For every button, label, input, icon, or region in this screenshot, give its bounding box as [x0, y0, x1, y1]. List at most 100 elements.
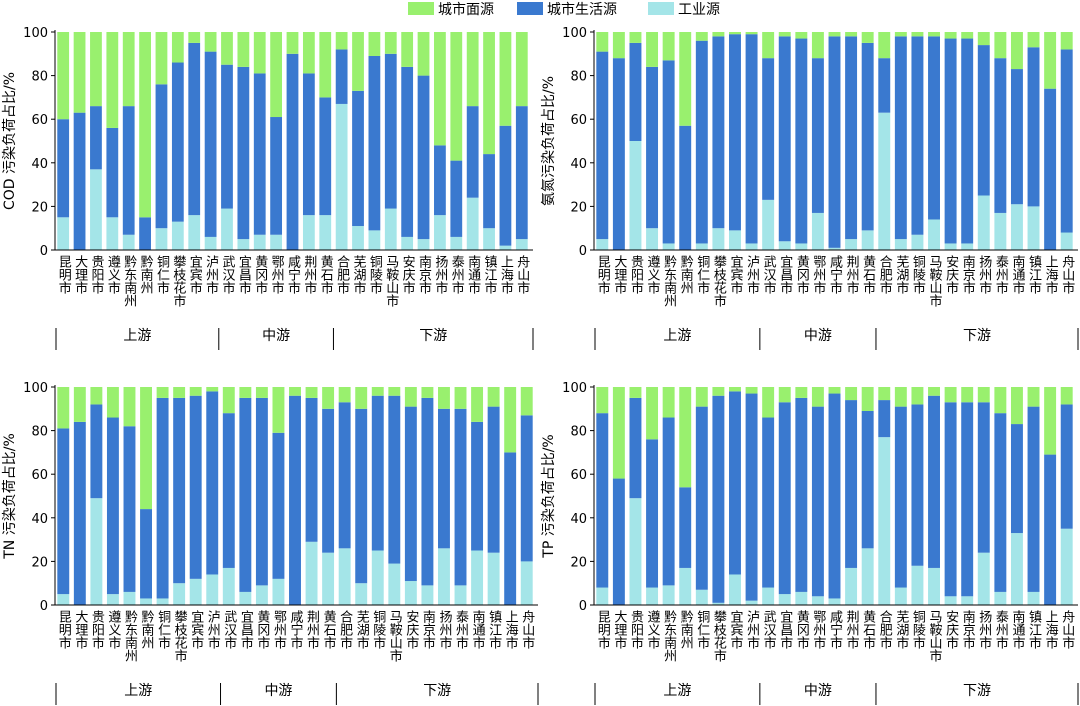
bar-segment — [371, 387, 384, 396]
category-label: 芜湖市 — [354, 610, 370, 649]
bar-segment — [73, 32, 86, 113]
category-label: 镇江市 — [482, 255, 498, 294]
bar-segment — [612, 58, 625, 250]
panels: 昆明市 大理市 贵阳市 遵义市 黔东南州 黔南州 铜仁市 攀枝花市 宜宾市 泸州市 武汉市 宜昌市 黄冈… — [2, 26, 1079, 705]
bar-segment — [646, 587, 659, 605]
bar-segment — [928, 36, 940, 220]
bar-segment — [1060, 404, 1073, 529]
category-label: 南京市 — [960, 609, 976, 649]
bar-segment — [629, 387, 642, 398]
bar-segment — [371, 550, 384, 605]
category-label: 鄂州市 — [810, 255, 826, 294]
category-label: 荆州市 — [304, 609, 320, 649]
bar-segment — [305, 541, 318, 605]
y-tick-label: 80 — [31, 425, 48, 440]
category-label: 攀枝花市 — [172, 610, 188, 662]
bar-segment — [944, 387, 957, 403]
bar-segment — [106, 594, 119, 605]
bar-segment — [745, 34, 758, 244]
bar-segment — [861, 32, 874, 43]
y-tick-label: 20 — [31, 555, 48, 570]
bar-segment — [911, 36, 924, 235]
category-label: 舟山市 — [519, 610, 535, 649]
bar-segment — [352, 90, 364, 227]
bar-segment — [515, 106, 528, 240]
category-label: 铜仁市 — [694, 255, 710, 294]
category-label: 鄂州市 — [810, 610, 826, 649]
bar-segment — [662, 585, 675, 605]
bar-segment — [911, 234, 924, 250]
category-label: 黄石市 — [860, 610, 876, 649]
bar-segment — [305, 387, 318, 398]
bar-segment — [206, 574, 219, 605]
y-tick-label: 100 — [23, 381, 48, 396]
bar-segment — [239, 387, 252, 398]
bar-segment — [388, 563, 401, 605]
bar-segment — [466, 197, 479, 250]
bar-segment — [795, 32, 808, 39]
category-label: 黄石市 — [318, 255, 334, 294]
category-label: 芜湖市 — [893, 255, 909, 294]
category-label: 武汉市 — [761, 255, 777, 294]
bar-segment — [173, 583, 186, 605]
bar-segment — [450, 236, 463, 250]
bar-segment — [434, 32, 446, 146]
bar-segment — [745, 600, 758, 605]
y-tick-label: 0 — [40, 599, 48, 614]
category-label: 南京市 — [420, 609, 436, 649]
category-label: 铜仁市 — [155, 610, 171, 649]
bar-segment — [189, 395, 202, 579]
bar-segment — [679, 125, 692, 250]
bar-segment — [222, 567, 235, 605]
bar-segment — [302, 73, 315, 216]
category-label: 遵义市 — [105, 609, 121, 649]
bar-segment — [368, 55, 381, 231]
category-label: 昆明市 — [56, 255, 72, 294]
bar-segment — [679, 567, 692, 605]
group-label: 下游 — [963, 683, 991, 699]
bar-segment — [1044, 387, 1057, 455]
bar-segment — [1060, 387, 1073, 405]
category-label: 荆州市 — [844, 609, 860, 649]
legend-swatch-domestic — [517, 2, 543, 15]
category-label: 宜昌市 — [238, 610, 254, 649]
group-label: 上游 — [663, 328, 691, 344]
bar-segment — [90, 498, 103, 605]
category-label: 昆明市 — [595, 255, 611, 294]
bar-segment — [239, 591, 252, 605]
bar-segment — [237, 32, 250, 67]
bar-segment — [471, 387, 484, 422]
bar-segment — [471, 421, 484, 551]
bar-segment — [171, 221, 184, 250]
group-label: 上游 — [124, 683, 152, 699]
bar-segment — [206, 391, 219, 575]
bar-segment — [695, 32, 708, 41]
bar-segment — [520, 561, 533, 605]
bar-segment — [944, 243, 957, 250]
bar-segment — [1027, 206, 1040, 250]
bar-segment — [894, 387, 907, 407]
bar-segment — [57, 428, 70, 595]
category-label: 马鞍山市 — [383, 255, 399, 307]
bar-segment — [384, 208, 397, 250]
y-tick-label: 80 — [31, 70, 48, 85]
bar-segment — [596, 51, 609, 240]
bar-segment — [471, 550, 484, 605]
category-label: 马鞍山市 — [387, 610, 403, 662]
group-label: 中游 — [264, 683, 292, 699]
bar-segment — [123, 591, 136, 605]
bar-segment — [994, 591, 1007, 605]
bar-segment — [1044, 32, 1057, 89]
bar-segment — [1010, 387, 1023, 425]
bar-segment — [911, 404, 924, 566]
bar-segment — [289, 395, 301, 605]
bar-segment — [762, 58, 775, 200]
category-label: 上海市 — [503, 610, 519, 649]
bar-segment — [384, 53, 397, 209]
bar-segment — [483, 32, 495, 155]
category-label: 合肥市 — [337, 610, 353, 649]
bar-segment — [155, 228, 168, 250]
bar-segment — [811, 387, 824, 407]
bar-segment — [811, 406, 824, 597]
